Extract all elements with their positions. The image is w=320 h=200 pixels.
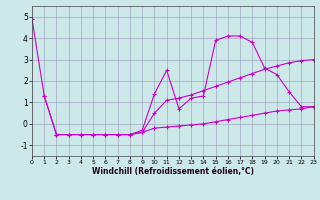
X-axis label: Windchill (Refroidissement éolien,°C): Windchill (Refroidissement éolien,°C) (92, 167, 254, 176)
